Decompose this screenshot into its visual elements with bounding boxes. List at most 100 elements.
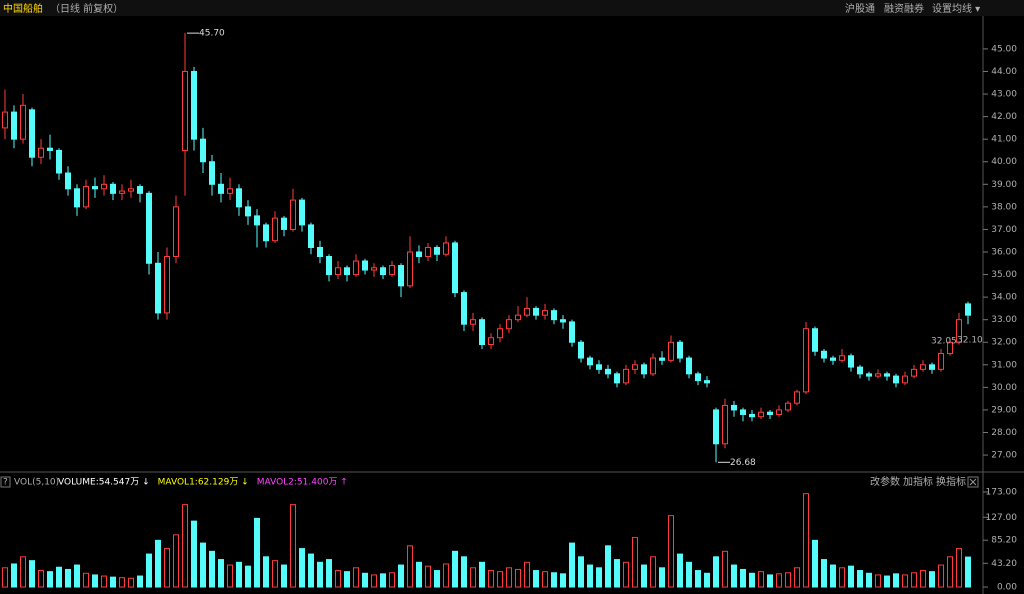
- candle-body: [398, 265, 404, 287]
- candle-body: [209, 161, 215, 185]
- volume-bar: [551, 572, 557, 588]
- candle-body: [452, 242, 458, 294]
- candle-body: [200, 138, 206, 163]
- volume-legend: MAVOL2:51.400万 ↑: [257, 478, 348, 488]
- candle-body: [110, 183, 116, 194]
- volume-bar: [965, 556, 971, 588]
- volume-bar: [623, 561, 629, 588]
- volume-bar: [164, 548, 170, 588]
- header-bar: [0, 0, 1024, 16]
- volume-bar: [38, 570, 44, 588]
- volume-bar: [425, 565, 431, 588]
- volume-bar: [533, 570, 539, 588]
- candle-body: [218, 183, 224, 194]
- y-tick-label: 45.00: [991, 44, 1017, 54]
- candle-body: [686, 357, 692, 375]
- volume-bar: [137, 575, 143, 588]
- header-link[interactable]: 融资融券: [884, 2, 924, 15]
- candle-body: [821, 350, 827, 359]
- volume-legend: VOLUME:54.547万 ↓: [58, 478, 150, 488]
- volume-bar: [317, 561, 323, 588]
- candle-body: [866, 373, 872, 377]
- candle-body: [272, 217, 278, 242]
- y-tick-label: 34.00: [991, 293, 1017, 303]
- candle-body: [371, 267, 377, 271]
- candle-body: [884, 373, 890, 377]
- candle-body: [578, 341, 584, 359]
- candle-body: [245, 206, 251, 217]
- volume-bar: [767, 574, 773, 588]
- volume-bar: [254, 517, 260, 588]
- candle-body: [380, 267, 386, 276]
- volume-bar: [461, 556, 467, 588]
- volume-bar: [560, 573, 566, 588]
- candle-body: [29, 109, 35, 158]
- volume-bar: [371, 574, 377, 588]
- candle-body: [533, 307, 539, 316]
- volume-bar: [119, 577, 125, 588]
- volume-bar: [56, 566, 62, 588]
- volume-bar: [281, 564, 287, 588]
- candle-body: [38, 147, 44, 158]
- candle-body: [551, 310, 557, 321]
- volume-button[interactable]: 改参数: [870, 475, 900, 488]
- price-label: 32.05: [931, 337, 957, 347]
- candle-body: [236, 188, 242, 208]
- header-link[interactable]: 设置均线 ▾: [932, 2, 980, 15]
- candle-body: [2, 111, 8, 129]
- help-box[interactable]: [0, 476, 11, 488]
- candle-body: [344, 267, 350, 276]
- volume-bar: [731, 564, 737, 588]
- volume-bar: [155, 539, 161, 588]
- volume-bar: [110, 576, 116, 588]
- volume-bar: [902, 574, 908, 588]
- candle-body: [938, 353, 944, 370]
- candle-body: [65, 172, 71, 190]
- candle-body: [911, 368, 917, 377]
- candle-body: [128, 188, 134, 192]
- volume-bar: [236, 561, 242, 588]
- volume-title: VOL(5,10): [14, 478, 59, 488]
- candle-body: [497, 328, 503, 339]
- volume-bar: [605, 545, 611, 588]
- candle-body: [173, 206, 179, 258]
- candle-body: [875, 373, 881, 377]
- volume-button[interactable]: 加指标: [903, 475, 933, 488]
- volume-bar: [245, 565, 251, 588]
- y-tick-label: 85.20: [991, 536, 1017, 546]
- y-tick-label: 30.00: [991, 383, 1017, 393]
- candle-body: [191, 70, 197, 140]
- candle-body: [506, 319, 512, 330]
- close-box[interactable]: [967, 476, 979, 488]
- y-tick-label: 39.00: [991, 180, 1017, 190]
- volume-bar: [191, 520, 197, 588]
- y-tick-label: 27.00: [991, 451, 1017, 461]
- y-tick-label: 40.00: [991, 157, 1017, 167]
- candle-body: [470, 319, 476, 325]
- stock-title[interactable]: 中国船舶: [3, 2, 43, 15]
- volume-bar: [128, 577, 134, 588]
- volume-bar: [893, 573, 899, 588]
- volume-bar: [398, 564, 404, 588]
- volume-bar: [668, 515, 674, 588]
- volume-bar: [173, 534, 179, 588]
- volume-bar: [326, 559, 332, 588]
- candle-body: [146, 192, 152, 264]
- volume-button[interactable]: 换指标: [936, 475, 966, 488]
- candle-body: [893, 375, 899, 384]
- volume-bar: [875, 574, 881, 588]
- candle-body: [965, 303, 971, 316]
- volume-bar: [74, 564, 80, 588]
- volume-bar: [29, 560, 35, 588]
- y-tick-label: 32.00: [991, 338, 1017, 348]
- candle-body: [74, 188, 80, 208]
- candle-body: [164, 256, 170, 314]
- candle-body: [785, 402, 791, 411]
- volume-bar: [20, 556, 26, 588]
- header-link[interactable]: 沪股通: [845, 2, 875, 15]
- volume-bar: [218, 559, 224, 588]
- y-tick-label: 44.00: [991, 67, 1017, 77]
- candle-body: [839, 355, 845, 361]
